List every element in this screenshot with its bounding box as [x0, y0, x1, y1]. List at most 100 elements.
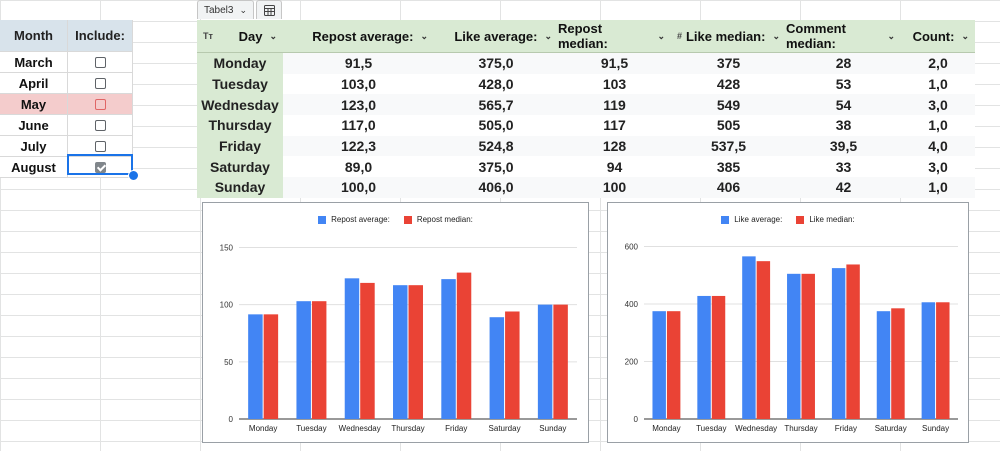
chevron-down-icon[interactable]: ⌄ — [772, 30, 780, 41]
value-cell[interactable]: 1,0 — [901, 73, 975, 95]
chart-legend: Repost average: Repost median: — [203, 215, 588, 224]
fill-handle[interactable] — [128, 170, 139, 181]
include-header[interactable]: Include: — [68, 20, 133, 52]
value-cell[interactable]: 428 — [671, 73, 786, 95]
day-cell[interactable]: Saturday — [197, 156, 283, 178]
chevron-down-icon[interactable]: ⌄ — [657, 30, 665, 41]
repost-chart[interactable]: Repost average: Repost median: 0 50 100 150… — [202, 202, 589, 443]
column-header-repost-median[interactable]: Repost median: ⌄ — [558, 20, 671, 52]
column-header-label: Like median: — [685, 28, 766, 44]
value-cell[interactable]: 505,0 — [434, 115, 558, 136]
value-cell[interactable]: 406 — [671, 177, 786, 198]
value-cell[interactable]: 94 — [558, 156, 671, 178]
include-cell[interactable] — [68, 136, 133, 157]
value-cell[interactable]: 53 — [786, 73, 901, 95]
day-cell[interactable]: Tuesday — [197, 73, 283, 95]
include-cell[interactable] — [68, 115, 133, 136]
chevron-down-icon[interactable]: ⌄ — [420, 30, 428, 41]
value-cell[interactable]: 1,0 — [901, 177, 975, 198]
month-cell[interactable]: May — [0, 94, 68, 115]
value-cell[interactable]: 38 — [786, 115, 901, 136]
value-cell[interactable]: 117,0 — [283, 115, 434, 136]
value-cell[interactable]: 91,5 — [558, 53, 671, 74]
include-checkbox[interactable] — [94, 119, 106, 131]
value-cell[interactable]: 505 — [671, 115, 786, 136]
include-checkbox[interactable] — [94, 161, 106, 173]
day-cell[interactable]: Sunday — [197, 177, 283, 198]
month-cell[interactable]: July — [0, 136, 68, 157]
table-view-button[interactable] — [256, 0, 283, 19]
include-checkbox[interactable] — [94, 77, 106, 89]
day-cell[interactable]: Wednesday — [197, 94, 283, 116]
value-cell[interactable]: 39,5 — [786, 135, 901, 157]
include-cell[interactable] — [68, 73, 133, 94]
value-cell[interactable]: 128 — [558, 135, 671, 157]
chevron-down-icon[interactable]: ⌄ — [544, 30, 552, 41]
month-cell[interactable]: March — [0, 52, 68, 73]
like-chart-plot: 0 200 400 600 Monday Tuesday Wednesday Thursday… — [625, 243, 958, 433]
like-chart[interactable]: Like average: Like median: 0 200 400 600 Mon… — [607, 202, 969, 443]
x-tick-label: Friday — [835, 424, 857, 433]
bar-series2 — [456, 272, 472, 419]
value-cell[interactable]: 42 — [786, 177, 901, 198]
month-cell[interactable]: June — [0, 115, 68, 136]
value-cell[interactable]: 375,0 — [434, 156, 558, 178]
y-tick-label: 600 — [625, 243, 639, 252]
chevron-down-icon[interactable]: ⌄ — [887, 30, 895, 41]
include-checkbox[interactable] — [94, 98, 106, 110]
value-cell[interactable]: 375,0 — [434, 53, 558, 74]
value-cell[interactable]: 524,8 — [434, 135, 558, 157]
include-cell[interactable] — [68, 94, 133, 115]
month-header[interactable]: Month — [0, 20, 68, 52]
value-cell[interactable]: 89,0 — [283, 156, 434, 178]
month-row: August — [0, 157, 133, 178]
include-checkbox[interactable] — [94, 56, 106, 68]
value-cell[interactable]: 565,7 — [434, 94, 558, 116]
value-cell[interactable]: 549 — [671, 94, 786, 116]
value-cell[interactable]: 117 — [558, 115, 671, 136]
value-cell[interactable]: 119 — [558, 94, 671, 116]
legend-swatch — [318, 215, 327, 224]
column-header-like-average[interactable]: Like average: ⌄ — [434, 20, 558, 52]
value-cell[interactable]: 2,0 — [901, 53, 975, 74]
day-cell[interactable]: Friday — [197, 135, 283, 157]
month-cell[interactable]: April — [0, 73, 68, 94]
value-cell[interactable]: 1,0 — [901, 115, 975, 136]
bar-series2 — [408, 285, 423, 419]
value-cell[interactable]: 54 — [786, 94, 901, 116]
column-header-comment-median[interactable]: Comment median: ⌄ — [786, 20, 901, 52]
value-cell[interactable]: 91,5 — [283, 53, 434, 74]
value-cell[interactable]: 122,3 — [283, 135, 434, 157]
value-cell[interactable]: 123,0 — [283, 94, 434, 116]
x-tick-label: Monday — [249, 424, 277, 433]
value-cell[interactable]: 375 — [671, 53, 786, 74]
value-cell[interactable]: 100 — [558, 177, 671, 198]
chevron-down-icon[interactable]: ⌄ — [961, 30, 969, 41]
value-cell[interactable]: 33 — [786, 156, 901, 178]
value-cell[interactable]: 406,0 — [434, 177, 558, 198]
month-cell[interactable]: August — [0, 157, 68, 178]
day-cell[interactable]: Monday — [197, 53, 283, 74]
value-cell[interactable]: 428,0 — [434, 73, 558, 95]
column-header-day[interactable]: Tт Day ⌄ — [197, 20, 283, 52]
column-header-repost-average[interactable]: Repost average: ⌄ — [283, 20, 434, 52]
value-cell[interactable]: 103 — [558, 73, 671, 95]
value-cell[interactable]: 103,0 — [283, 73, 434, 95]
value-cell[interactable]: 385 — [671, 156, 786, 178]
day-cell[interactable]: Thursday — [197, 115, 283, 136]
table-name-tab[interactable]: Tabel3 ⌄ — [197, 0, 255, 19]
x-tick-label: Friday — [445, 424, 467, 433]
value-cell[interactable]: 537,5 — [671, 135, 786, 157]
column-header-like-median[interactable]: # Like median: ⌄ — [671, 20, 786, 52]
value-cell[interactable]: 100,0 — [283, 177, 434, 198]
value-cell[interactable]: 4,0 — [901, 135, 975, 157]
value-cell[interactable]: 3,0 — [901, 156, 975, 178]
chevron-down-icon[interactable]: ⌄ — [269, 30, 277, 41]
month-row: June — [0, 115, 133, 136]
include-checkbox[interactable] — [94, 140, 106, 152]
include-cell[interactable] — [68, 157, 133, 178]
value-cell[interactable]: 28 — [786, 53, 901, 74]
column-header-count[interactable]: Count: ⌄ — [901, 20, 975, 52]
value-cell[interactable]: 3,0 — [901, 94, 975, 116]
include-cell[interactable] — [68, 52, 133, 73]
